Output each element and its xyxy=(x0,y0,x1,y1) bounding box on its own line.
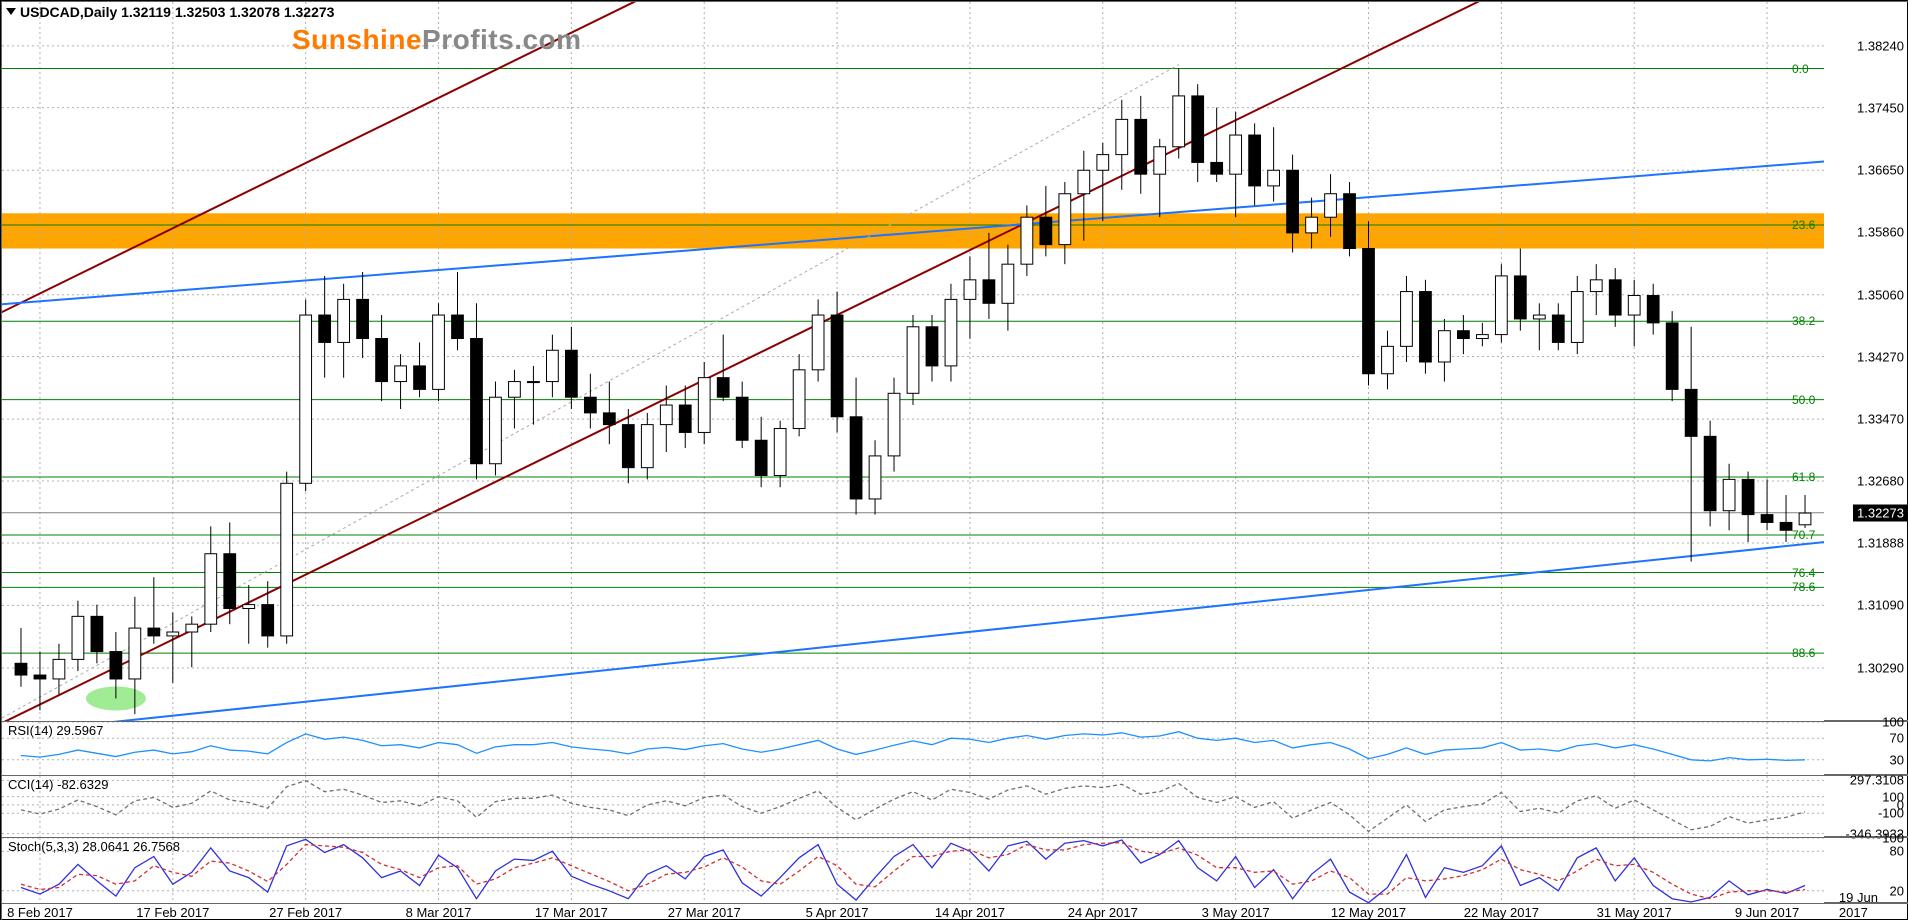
y-tick-label: 1.33470 xyxy=(1857,412,1904,427)
watermark: SunshineProfits.com xyxy=(292,24,582,56)
x-tick-label: 12 May 2017 xyxy=(1331,905,1406,920)
cci-panel-label: CCI(14) -82.6329 xyxy=(8,777,108,792)
chart-title: USDCAD,Daily 1.32119 1.32503 1.32078 1.3… xyxy=(20,4,334,20)
stoch-panel-ytick: 20 xyxy=(1890,883,1904,898)
fib-label: 50.0 xyxy=(1792,393,1815,407)
price-panel[interactable]: USDCAD,Daily 1.32119 1.32503 1.32078 1.3… xyxy=(1,1,1908,721)
stoch-panel-label: Stoch(5,3,3) 28.0641 26.7568 xyxy=(8,839,180,854)
x-tick-label: 24 Apr 2017 xyxy=(1068,905,1138,920)
x-tick-label: 17 Feb 2017 xyxy=(136,905,209,920)
y-tick-label: 1.35060 xyxy=(1857,287,1904,302)
cci-panel-ytick: 297.3108 xyxy=(1850,773,1904,788)
cci-panel[interactable]: CCI(14) -82.6329-346.3932-1000100297.310… xyxy=(1,775,1908,837)
x-tick-label: 8 Feb 2017 xyxy=(7,905,73,920)
y-tick-label: 1.37450 xyxy=(1857,100,1904,115)
y-tick-label: 1.36650 xyxy=(1857,163,1904,178)
stoch-panel-ytick: 80 xyxy=(1890,844,1904,859)
y-tick-label: 1.38240 xyxy=(1857,38,1904,53)
fib-label: 61.8 xyxy=(1792,470,1815,484)
y-tick-label: 1.32680 xyxy=(1857,473,1904,488)
chart-container: USDCAD,Daily 1.32119 1.32503 1.32078 1.3… xyxy=(0,0,1908,920)
fib-label: 0.0 xyxy=(1792,62,1809,76)
x-tick-label: 27 Feb 2017 xyxy=(269,905,342,920)
fib-label: 38.2 xyxy=(1792,314,1815,328)
y-tick-label: 1.31090 xyxy=(1857,598,1904,613)
x-tick-label: 8 Mar 2017 xyxy=(406,905,472,920)
y-tick-label: 1.31888 xyxy=(1857,535,1904,550)
rsi-panel-ytick: 30 xyxy=(1890,752,1904,767)
x-tick-label: 9 Jun 2017 xyxy=(1735,905,1799,920)
x-tick-label: 3 May 2017 xyxy=(1202,905,1270,920)
stoch-panel[interactable]: Stoch(5,3,3) 28.0641 26.75682080100 xyxy=(1,837,1908,903)
stoch-panel-ytick: 100 xyxy=(1882,831,1904,846)
y-tick-label: 1.35860 xyxy=(1857,225,1904,240)
y-tick-label: 1.34270 xyxy=(1857,349,1904,364)
x-tick-label: 22 May 2017 xyxy=(1464,905,1539,920)
cci-panel-ytick: 100 xyxy=(1882,789,1904,804)
x-tick-label: 27 Mar 2017 xyxy=(668,905,741,920)
x-tick-label: 5 Apr 2017 xyxy=(806,905,869,920)
fib-label: 88.6 xyxy=(1792,646,1815,660)
last-price-tag: 1.32273 xyxy=(1853,504,1908,521)
rsi-panel[interactable]: RSI(14) 29.59673070100 xyxy=(1,721,1908,775)
x-tick-label: 19 Jun 2017 xyxy=(1839,890,1885,920)
x-tick-label: 17 Mar 2017 xyxy=(535,905,608,920)
rsi-panel-ytick: 70 xyxy=(1890,731,1904,746)
fib-label: 70.7 xyxy=(1792,528,1815,542)
fib-label: 76.4 xyxy=(1792,566,1815,580)
x-tick-label: 14 Apr 2017 xyxy=(935,905,1005,920)
fib-label: 23.6 xyxy=(1792,218,1815,232)
fib-label: 78.6 xyxy=(1792,580,1815,594)
y-tick-label: 1.30290 xyxy=(1857,661,1904,676)
rsi-panel-ytick: 100 xyxy=(1882,715,1904,730)
x-axis: 8 Feb 2017 17 Feb 2017 27 Feb 2017 8 Mar 20… xyxy=(1,903,1908,920)
rsi-panel-label: RSI(14) 29.5967 xyxy=(8,723,103,738)
x-tick-label: 31 May 2017 xyxy=(1597,905,1672,920)
